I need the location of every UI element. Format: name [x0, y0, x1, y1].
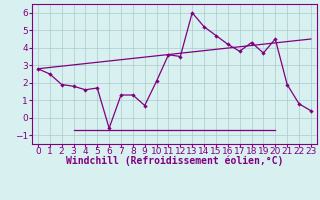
X-axis label: Windchill (Refroidissement éolien,°C): Windchill (Refroidissement éolien,°C)	[66, 156, 283, 166]
